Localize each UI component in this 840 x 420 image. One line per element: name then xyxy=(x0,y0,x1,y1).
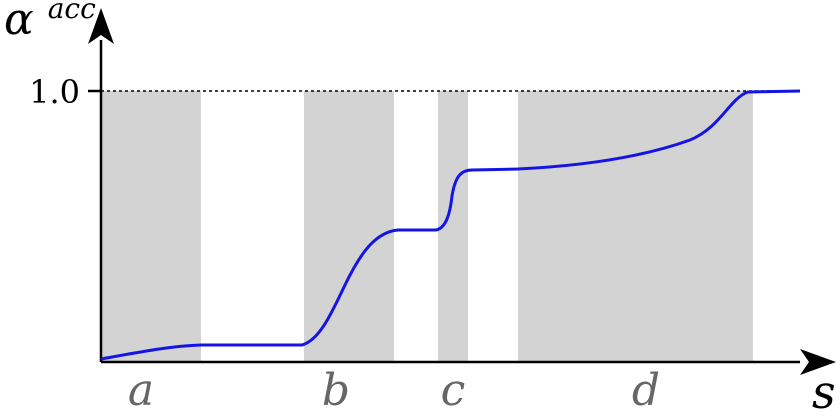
region-label-c: c xyxy=(441,365,466,416)
x-axis-label: s xyxy=(812,365,836,419)
y-axis-arrowhead xyxy=(88,8,114,44)
accumulation-curve xyxy=(100,89,801,361)
region-label-a: a xyxy=(128,365,154,416)
reference-tick-label: 1.0 xyxy=(29,73,80,111)
region-label-b: b xyxy=(322,365,350,416)
y-axis-label-base: α xyxy=(4,0,34,45)
shaded-region-b xyxy=(304,91,394,362)
shaded-region-a xyxy=(101,91,201,362)
region-label-d: d xyxy=(632,365,660,416)
y-axis-label: α acc xyxy=(4,0,96,45)
y-axis-label-superscript: acc xyxy=(48,0,96,25)
x-axis-arrowhead xyxy=(800,349,836,375)
shaded-region-d xyxy=(518,91,753,362)
